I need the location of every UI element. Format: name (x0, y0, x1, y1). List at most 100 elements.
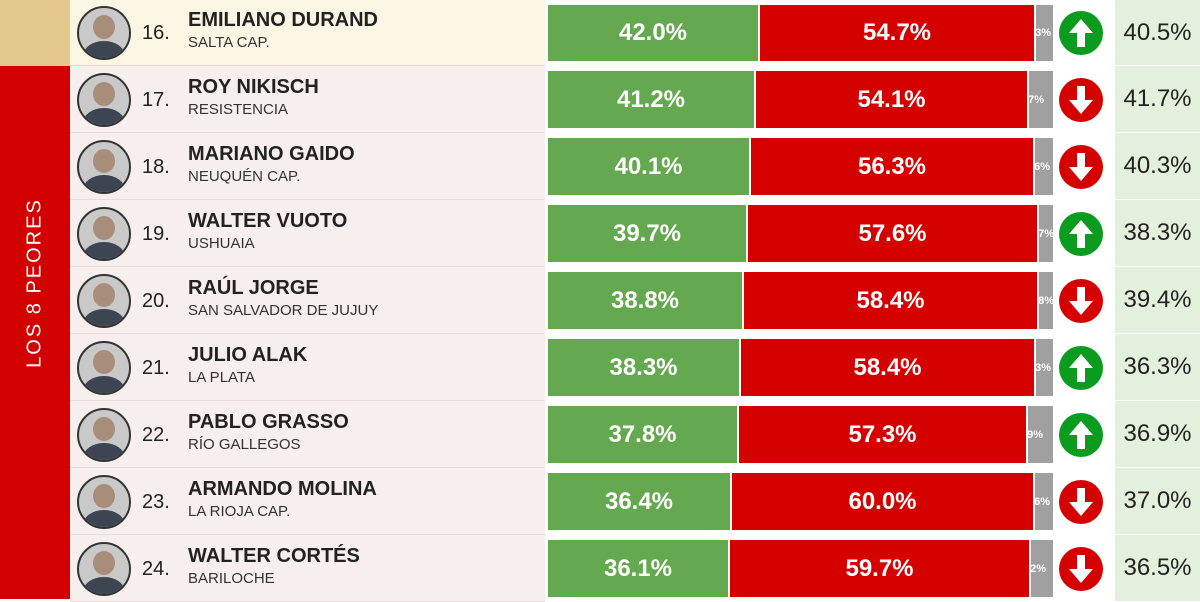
table-row: 22. PABLO GRASSO RÍO GALLEGOS 37.8% 57.3% 4.9… (70, 401, 1200, 468)
disapprove-label: 57.6% (858, 219, 927, 247)
mayor-name: EMILIANO DURAND (188, 9, 378, 31)
avatar (77, 541, 131, 596)
neutral-label: 3.3% (1036, 27, 1052, 39)
avatar (77, 273, 131, 328)
table-row: 18. MARIANO GAIDO NEUQUÉN CAP. 40.1% 56.3% 3.… (70, 133, 1200, 200)
table-row: 21. JULIO ALAK LA PLATA 38.3% 58.4% 3.3% 36.3% (70, 334, 1200, 401)
mayor-name: MARIANO GAIDO (188, 142, 355, 165)
approve-segment: 36.1% (548, 540, 728, 597)
disapprove-label: 59.7% (845, 554, 914, 582)
approve-label: 38.3% (609, 353, 678, 381)
row-background (70, 334, 545, 401)
approval-bar: 40.1% 56.3% 3.6% (548, 138, 1053, 195)
avatar (77, 474, 131, 529)
approve-label: 40.1% (614, 152, 683, 180)
approve-segment: 36.4% (548, 473, 730, 530)
arrow-down-icon (1059, 479, 1103, 524)
neutral-segment: 2.8% (1039, 272, 1053, 329)
row-background (70, 468, 545, 535)
neutral-segment: 3.3% (1036, 5, 1053, 61)
neutral-label: 3.6% (1035, 160, 1051, 173)
rank-number: 24. (142, 557, 170, 580)
table-row: 20. RAÚL JORGE SAN SALVADOR DE JUJUY 38.8% 5… (70, 267, 1200, 334)
section-label: LOS 8 PEORES (23, 198, 46, 368)
row-background (70, 66, 545, 133)
arrow-down-icon (1059, 77, 1103, 122)
rank-number: 22. (142, 423, 170, 446)
arrow-down-icon (1059, 278, 1103, 323)
mayor-name: WALTER VUOTO (188, 209, 348, 232)
row-divider (70, 65, 545, 66)
city-name: RÍO GALLEGOS (188, 435, 301, 453)
city-name: NEUQUÉN CAP. (188, 167, 301, 185)
avatar (77, 139, 131, 194)
mayor-name: JULIO ALAK (188, 343, 308, 366)
previous-value: 36.9% (1115, 401, 1200, 468)
row-background (70, 535, 545, 602)
rank-number: 18. (142, 155, 170, 178)
neutral-label: 4.9% (1028, 428, 1044, 441)
approval-bar: 36.4% 60.0% 3.6% (548, 473, 1053, 530)
rank-number: 16. (142, 22, 170, 44)
row-background (70, 0, 545, 66)
neutral-segment: 2.7% (1039, 205, 1053, 262)
row-divider (70, 400, 545, 401)
mayor-name: WALTER CORTÉS (188, 544, 360, 567)
previous-value: 39.4% (1115, 267, 1200, 334)
arrow-down-icon (1059, 546, 1103, 591)
city-name: LA RIOJA CAP. (188, 502, 291, 520)
row-divider (70, 333, 545, 334)
approve-label: 42.0% (618, 19, 688, 46)
disapprove-label: 54.7% (862, 19, 932, 46)
disapprove-label: 54.1% (857, 85, 926, 113)
approval-bar: 42.0% 54.7% 3.3% (548, 5, 1053, 61)
row-divider (70, 132, 545, 133)
disapprove-segment: 58.4% (744, 272, 1037, 329)
city-name: RESISTENCIA (188, 100, 289, 118)
rank-number: 23. (142, 490, 170, 513)
neutral-label: 3.3% (1036, 361, 1052, 374)
city-name: SALTA CAP. (188, 34, 270, 51)
table-row: 17.ROY NIKISCHRESISTENCIA41.2%54.1%4.7%4… (70, 66, 1200, 133)
arrow-down-icon (1059, 144, 1103, 189)
approve-segment: 38.3% (548, 339, 739, 396)
table-row: 23. ARMANDO MOLINA LA RIOJA CAP. 36.4% 60.0%… (70, 468, 1200, 535)
row-divider (70, 199, 545, 200)
avatar (77, 340, 131, 395)
approve-label: 36.1% (603, 554, 673, 582)
neutral-label: 4.7% (1029, 93, 1045, 106)
previous-value: 38.3% (1115, 200, 1200, 267)
previous-value: 36.3% (1115, 334, 1200, 401)
table-row: 16. EMILIANO DURAND SALTA CAP. 42.0% 54.7% 3.… (70, 0, 1200, 66)
approval-bar: 39.7% 57.6% 2.7% (548, 205, 1053, 262)
approve-segment: 37.8% (548, 406, 737, 463)
rank-number: 20. (142, 289, 170, 312)
avatar (77, 206, 131, 261)
disapprove-segment: 58.4% (741, 339, 1034, 396)
mayor-name: PABLO GRASSO (188, 410, 349, 433)
mayor-name: RAÚL JORGE (188, 276, 319, 299)
rank-number: 17. (142, 88, 170, 111)
top-side-band (0, 0, 70, 66)
previous-value: 40.5% (1115, 0, 1200, 66)
approve-segment: 38.8% (548, 272, 742, 329)
disapprove-segment: 57.3% (739, 406, 1026, 463)
approve-label: 38.8% (610, 286, 680, 314)
neutral-label: 2.8% (1039, 294, 1053, 307)
approve-label: 41.2% (616, 85, 686, 113)
arrow-up-icon (1059, 345, 1103, 390)
approve-label: 37.8% (608, 420, 677, 448)
arrow-up-icon (1059, 11, 1103, 55)
city-name: BARILOCHE (188, 569, 275, 587)
disapprove-label: 58.4% (853, 353, 922, 381)
previous-value: 40.3% (1115, 133, 1200, 200)
disapprove-label: 60.0% (848, 487, 917, 515)
approve-segment: 39.7% (548, 205, 746, 262)
city-name: USHUAIA (188, 234, 255, 252)
approve-label: 39.7% (612, 219, 682, 247)
avatar (77, 72, 131, 127)
neutral-segment: 3.6% (1035, 138, 1053, 195)
disapprove-label: 56.3% (857, 152, 927, 180)
neutral-segment: 4.9% (1028, 406, 1053, 463)
table-row: 24.WALTER CORTÉSBARILOCHE36.1%59.7%4.2%3… (70, 535, 1200, 602)
